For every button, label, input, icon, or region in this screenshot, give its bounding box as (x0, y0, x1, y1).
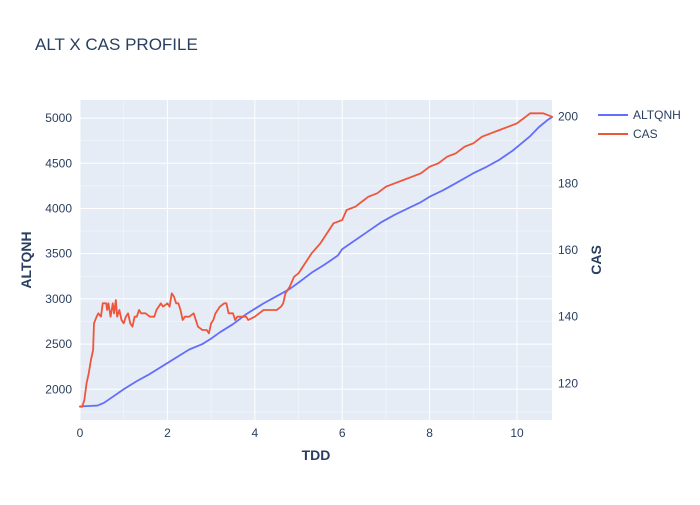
y-tick-label: 4000 (45, 201, 72, 215)
x-tick-label: 0 (77, 426, 84, 440)
legend-item-altqnh[interactable]: ALTQNH (598, 108, 681, 122)
y-tick-label: 5000 (45, 111, 72, 125)
x-tick-label: 10 (510, 426, 524, 440)
series-layer (79, 112, 553, 408)
legend-item-cas[interactable]: CAS (598, 127, 658, 141)
legend: ALTQNH CAS (598, 108, 681, 141)
y-tick-label: 3000 (45, 292, 72, 306)
series-line-altqnh (79, 116, 553, 408)
x-tick-label: 4 (251, 426, 258, 440)
y-axis-label: ALTQNH (18, 231, 34, 288)
legend-label: CAS (633, 127, 658, 141)
x-tick-labels: 0 2 4 6 8 10 (77, 426, 524, 440)
x-tick-label: 2 (164, 426, 171, 440)
y-tick-labels: 2000 2500 3000 3500 4000 4500 5000 (45, 111, 72, 396)
y2-tick-label: 180 (558, 176, 578, 190)
y2-tick-label: 120 (558, 376, 578, 390)
y2-tick-labels: 120 140 160 180 200 (558, 110, 578, 391)
legend-label: ALTQNH (633, 108, 681, 122)
y2-tick-label: 200 (558, 110, 578, 124)
x-axis-label: TDD (302, 447, 331, 463)
x-tick-label: 6 (339, 426, 346, 440)
y2-axis-label: CAS (588, 245, 604, 275)
y2-tick-label: 140 (558, 310, 578, 324)
y-tick-label: 2500 (45, 337, 72, 351)
y-tick-label: 2000 (45, 382, 72, 396)
chart-title: ALT X CAS PROFILE (35, 35, 198, 54)
series-line-cas (79, 112, 553, 408)
y-gridlines (80, 117, 552, 413)
y-tick-label: 4500 (45, 156, 72, 170)
y-tick-label: 3500 (45, 247, 72, 261)
plot-area (80, 100, 552, 420)
y2-tick-label: 160 (558, 243, 578, 257)
x-tick-label: 8 (426, 426, 433, 440)
